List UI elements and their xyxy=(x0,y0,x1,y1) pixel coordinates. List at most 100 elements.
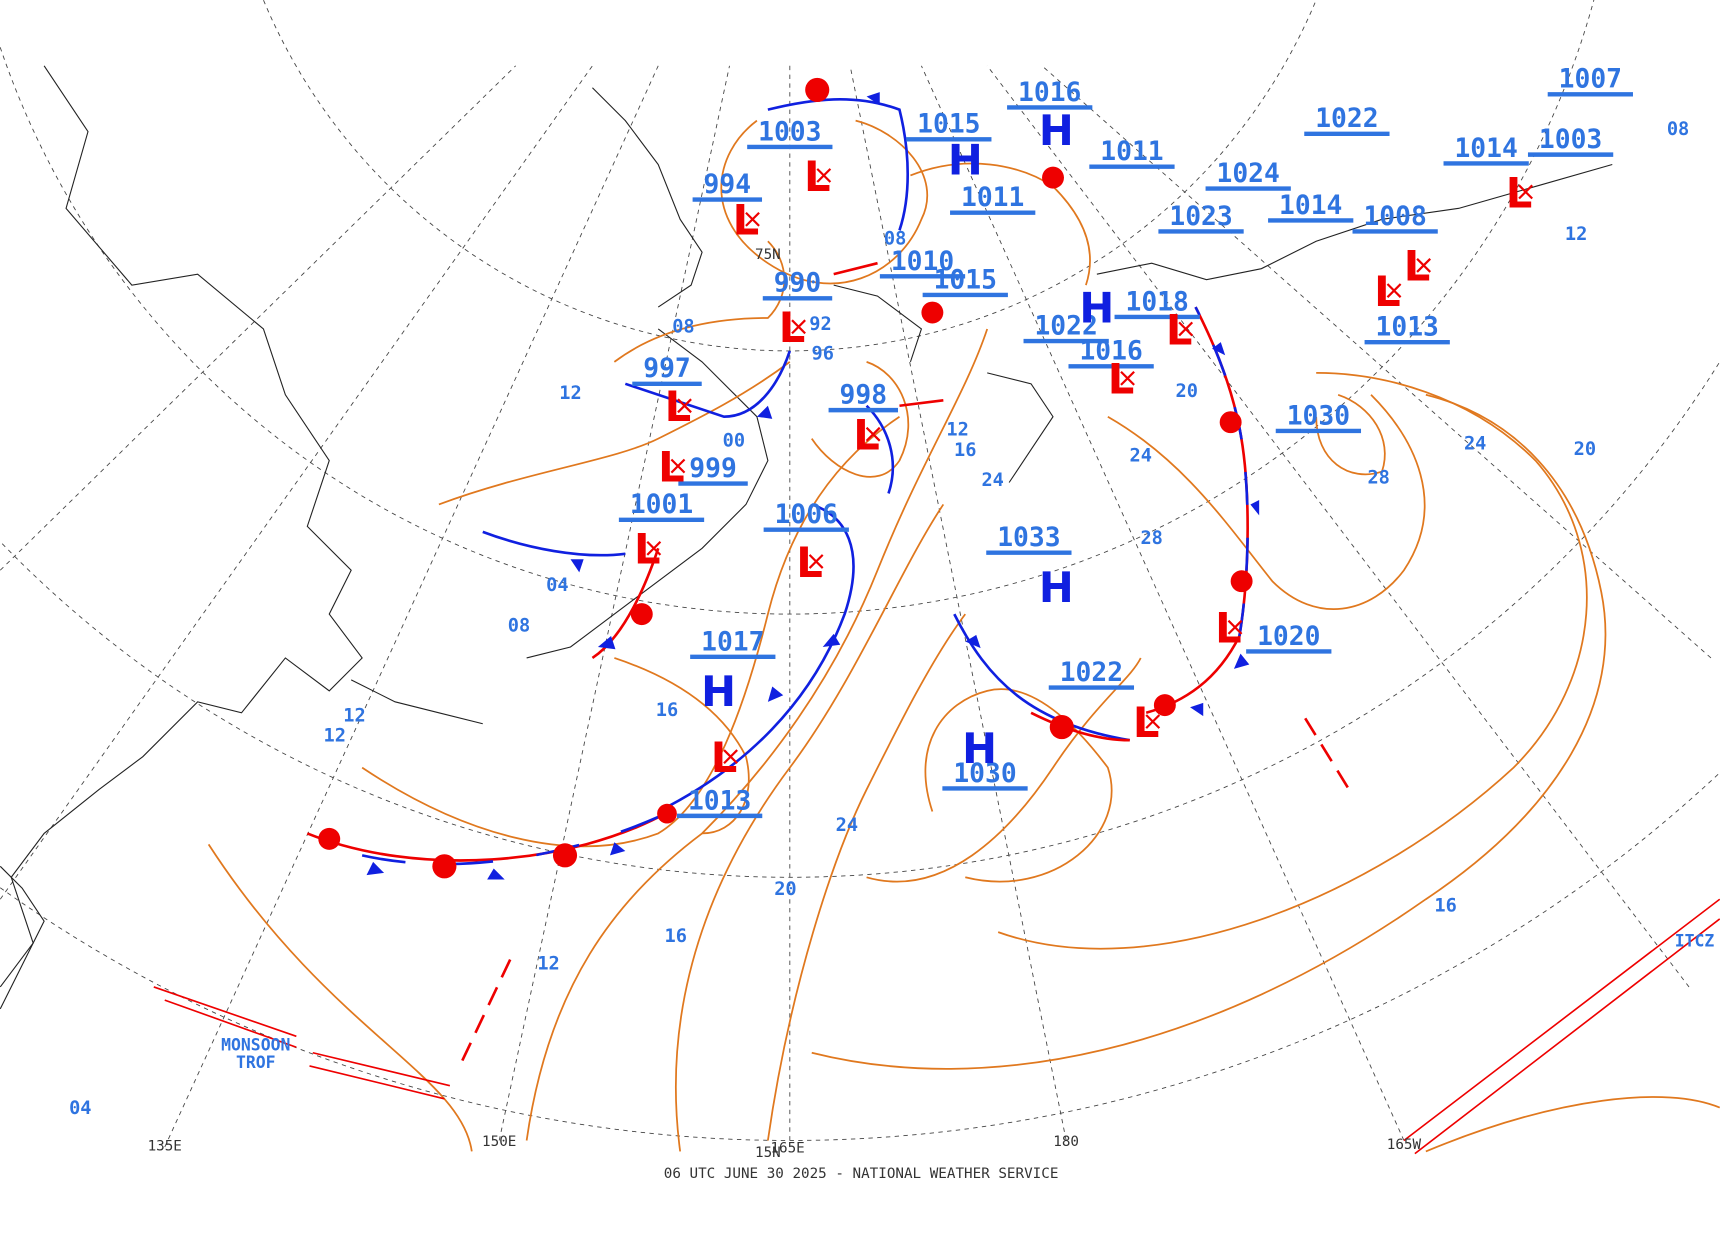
low-marker xyxy=(808,554,824,569)
pressure-label: 999 xyxy=(689,454,737,484)
center-symbol: L xyxy=(779,303,806,352)
pressure-label: 1014 xyxy=(1279,191,1342,221)
pressure-label: 1003 xyxy=(1539,125,1602,155)
low-marker xyxy=(745,211,760,227)
pressure-label: 1013 xyxy=(688,786,751,816)
pressure-label: 1010 xyxy=(891,247,954,277)
low-marker xyxy=(1416,258,1432,273)
pressure-label: 1020 xyxy=(1257,622,1320,652)
low-marker xyxy=(1386,283,1402,298)
center-symbol: L xyxy=(1108,355,1135,404)
isobar-label: 08 xyxy=(672,316,694,337)
isobar-label: 24 xyxy=(981,470,1003,491)
center-symbol: L xyxy=(853,411,880,460)
low-marker xyxy=(791,319,806,335)
pressure-label: 1015 xyxy=(934,265,997,295)
pressure-label: 1017 xyxy=(701,627,764,657)
feature-label: ITCZ xyxy=(1675,931,1715,950)
pressure-label: 997 xyxy=(643,354,691,384)
isobar-label: 28 xyxy=(1140,528,1162,549)
coastlines xyxy=(0,65,1613,1010)
low-marker xyxy=(646,540,662,556)
pressure-label: 1006 xyxy=(775,500,838,530)
isobar-label: 08 xyxy=(884,229,906,250)
pressure-label: 1016 xyxy=(1079,337,1142,367)
center-symbol: H xyxy=(701,667,736,716)
pressure-label: 990 xyxy=(774,269,822,299)
low-marker xyxy=(723,749,738,765)
center-symbol: L xyxy=(665,382,692,431)
grid-label: 75N xyxy=(755,247,781,263)
pressure-label: 1030 xyxy=(953,759,1016,789)
isobar-label: 12 xyxy=(1565,224,1587,245)
center-symbol: L xyxy=(1166,305,1193,354)
pressure-label: 1023 xyxy=(1169,202,1232,232)
isobar-label: 24 xyxy=(1130,446,1152,467)
center-symbol: L xyxy=(1506,168,1533,217)
isobar-label: 16 xyxy=(665,926,687,947)
center-symbol: L xyxy=(1404,242,1431,291)
low-marker xyxy=(1518,184,1533,200)
center-symbol: L xyxy=(733,196,760,245)
low-marker xyxy=(1120,370,1135,386)
pressure-label: 1022 xyxy=(1034,311,1097,341)
isobar-label: 04 xyxy=(546,575,568,596)
isobar-label: 12 xyxy=(324,725,346,746)
pressure-label: 1003 xyxy=(758,117,821,147)
low-marker xyxy=(865,426,881,442)
isobar-label: 12 xyxy=(946,419,968,440)
isobar-label: 12 xyxy=(559,383,581,404)
low-marker xyxy=(670,458,686,474)
front-symbols xyxy=(318,77,1260,880)
isobar-label: 12 xyxy=(537,953,559,974)
isobar-label: 20 xyxy=(774,879,796,900)
isobar-label: 08 xyxy=(1667,119,1689,140)
grid-label: 15N xyxy=(755,1145,781,1161)
isobar-label: 24 xyxy=(836,815,858,836)
grid-label: 150E xyxy=(482,1134,516,1150)
center-symbol: H xyxy=(1039,106,1074,155)
pressure-label: 1011 xyxy=(961,183,1024,213)
low-marker xyxy=(1145,714,1161,729)
grid-label: 135E xyxy=(148,1138,182,1154)
grid-label: 165E xyxy=(770,1141,804,1157)
pressure-label: 1022 xyxy=(1060,658,1123,688)
low-marker xyxy=(1227,619,1243,635)
center-symbol: L xyxy=(804,152,831,201)
isobar-label: 20 xyxy=(1574,439,1596,460)
center-symbol: L xyxy=(711,733,738,782)
pressure-label: 1008 xyxy=(1363,202,1426,232)
center-symbol: L xyxy=(796,538,823,587)
center-symbol: L xyxy=(1133,698,1160,747)
graticule xyxy=(0,0,1720,1148)
map-title: 06 UTC JUNE 30 2025 - NATIONAL WEATHER S… xyxy=(664,1166,1059,1182)
pressure-label: 1013 xyxy=(1376,313,1439,343)
isobar-label: 00 xyxy=(723,430,745,451)
pressure-label: 1024 xyxy=(1217,159,1280,189)
pressure-label: 1014 xyxy=(1454,134,1517,164)
isobar-label: 16 xyxy=(954,440,976,461)
center-symbol: H xyxy=(948,135,983,184)
isobar-label: 04 xyxy=(69,1098,91,1119)
pressure-label: 1007 xyxy=(1559,65,1622,95)
grid-label: 165W xyxy=(1387,1137,1422,1153)
center-symbol: L xyxy=(658,442,685,491)
isobar-label: 16 xyxy=(656,700,678,721)
center-symbol: L xyxy=(1374,267,1401,316)
feature-label: MONSOON xyxy=(221,1036,290,1055)
fronts xyxy=(153,98,1720,1155)
pressure-label: 1022 xyxy=(1315,104,1378,134)
isobar-label: 12 xyxy=(343,706,365,727)
pressure-label: 1030 xyxy=(1287,401,1350,431)
grid-label: 180 xyxy=(1053,1134,1079,1150)
low-marker xyxy=(677,398,692,414)
pressure-label: 1018 xyxy=(1126,287,1189,317)
feature-label: TROF xyxy=(236,1053,276,1072)
pressure-label: 1016 xyxy=(1018,78,1081,108)
pressure-label: 998 xyxy=(840,381,888,411)
center-symbol: L xyxy=(1215,604,1242,653)
pressure-label: 1011 xyxy=(1100,137,1163,167)
isobar-label: 96 xyxy=(811,344,833,365)
pressure-label: 1015 xyxy=(917,110,980,140)
